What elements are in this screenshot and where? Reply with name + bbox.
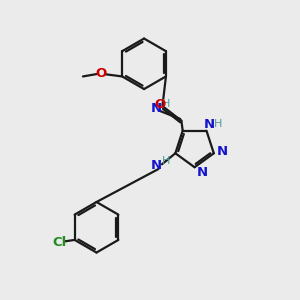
Text: H: H	[214, 119, 222, 129]
Text: O: O	[95, 67, 106, 80]
Text: N: N	[151, 102, 162, 115]
Text: N: N	[151, 159, 162, 172]
Text: H: H	[162, 99, 171, 109]
Text: N: N	[217, 145, 228, 158]
Text: N: N	[197, 166, 208, 179]
Text: O: O	[154, 98, 166, 112]
Text: Cl: Cl	[52, 236, 66, 249]
Text: H: H	[162, 156, 171, 166]
Text: N: N	[203, 118, 214, 130]
